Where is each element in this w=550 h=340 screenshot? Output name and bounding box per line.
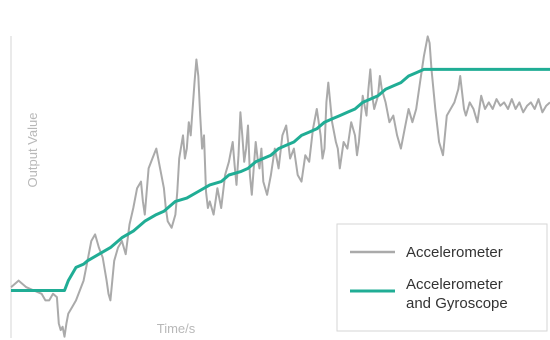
legend-label-accelerometer-and-gyroscope: Accelerometer and Gyroscope [406, 276, 508, 312]
x-axis-label: Time/s [157, 321, 196, 336]
series-layer [10, 35, 550, 338]
legend-label-line: Accelerometer [406, 276, 503, 293]
series-line-accelerometer-and-gyroscope [11, 67, 550, 292]
legend-label-line: and Gyroscope [406, 295, 508, 312]
y-axis-label: Output Value [25, 113, 40, 188]
series-line-accelerometer [10, 35, 550, 338]
legend: Accelerometer Accelerometer and Gyroscope [336, 223, 548, 332]
legend-box [336, 223, 548, 332]
legend-label-accelerometer: Accelerometer [406, 244, 503, 261]
